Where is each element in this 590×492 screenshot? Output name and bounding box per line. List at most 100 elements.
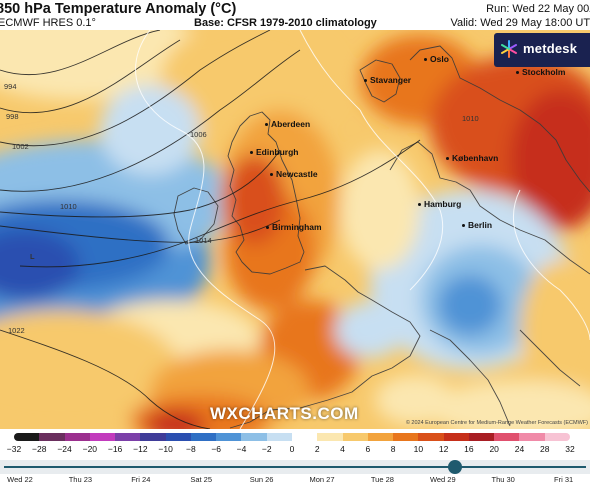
color-scale-segment	[14, 433, 40, 441]
timeline-day-label[interactable]: Thu 30	[491, 475, 515, 484]
timeline-day-label[interactable]: Wed 22	[7, 475, 33, 484]
color-scale-tick-label: −12	[133, 444, 148, 454]
isobar-label: 998	[6, 112, 19, 121]
city-label: Stockholm	[516, 67, 565, 77]
city-dot-icon	[250, 151, 253, 155]
color-scale-segment	[39, 433, 66, 441]
city-dot-icon	[364, 79, 367, 83]
color-scale-tick-label: −4	[236, 444, 247, 454]
color-scale-tick-label: −20	[82, 444, 98, 454]
color-scale-tick-label: −24	[57, 444, 72, 454]
color-scale-tick-label: 0	[289, 444, 295, 454]
city-label: Aberdeen	[265, 119, 310, 129]
base-label: Base: CFSR 1979-2010 climatology	[194, 17, 377, 29]
timeline-day-label[interactable]: Tue 28	[370, 475, 394, 484]
color-scale-segment	[216, 433, 243, 441]
color-scale-segment	[494, 433, 521, 441]
model-label: ECMWF HRES 0.1°	[0, 17, 96, 29]
valid-label: Valid: Wed 29 May 18:00 UTC	[450, 17, 590, 29]
isobar-label: 994	[4, 82, 17, 91]
color-scale-tick-label: −16	[107, 444, 123, 454]
run-label: Run: Wed 22 May 00Z	[486, 3, 590, 15]
isobar-label: 1010	[462, 114, 479, 123]
color-scale-segment	[317, 433, 344, 441]
color-scale-tick-label: 8	[390, 444, 396, 454]
color-scale-tick-label: −8	[186, 444, 196, 454]
city-dot-icon	[270, 173, 273, 177]
color-scale-segment	[140, 433, 167, 441]
anomaly-map[interactable]: 994 998 1002 1006 1010 1010 1014 1022 L …	[0, 30, 590, 429]
city-label: København	[446, 153, 498, 163]
timeline-track[interactable]	[4, 466, 586, 468]
timeline-day-label[interactable]: Fri 24	[131, 475, 151, 484]
color-scale-segment	[367, 433, 394, 441]
color-scale-segment	[190, 433, 217, 441]
timeline-day-label[interactable]: Wed 29	[429, 475, 456, 484]
color-scale-tick-label: 10	[413, 444, 424, 454]
color-scale-segment	[292, 433, 318, 441]
color-scale-segment	[544, 433, 570, 441]
color-scale-segment	[443, 433, 470, 441]
color-scale-tick-label: 6	[365, 444, 371, 454]
city-label: Newcastle	[270, 169, 318, 179]
color-scale-tick-label: 28	[539, 444, 550, 454]
timeline-day-label[interactable]: Fri 31	[554, 475, 574, 484]
color-scale-tick-label: −2	[261, 444, 272, 454]
city-dot-icon	[266, 226, 269, 230]
watermark: WXCHARTS.COM	[210, 404, 359, 423]
color-scale-segment	[393, 433, 419, 441]
city-dot-icon	[462, 224, 465, 228]
city-label: Hamburg	[418, 199, 461, 209]
low-pressure-marker: L	[30, 252, 35, 261]
isobar-label: 1006	[190, 130, 207, 139]
timeline-day-label[interactable]: Mon 27	[309, 475, 335, 484]
timeline-day-label[interactable]: Sun 26	[249, 475, 274, 484]
city-dot-icon	[418, 203, 421, 207]
city-dot-icon	[446, 157, 449, 161]
isobar-label: 1002	[12, 142, 29, 151]
city-label: Edinburgh	[250, 147, 299, 157]
metdesk-logo: metdesk	[494, 33, 590, 67]
color-scale-tick-label: −32	[6, 444, 22, 454]
isobar-label: 1014	[195, 236, 212, 245]
timeline-handle[interactable]	[448, 460, 462, 474]
color-scale-tick-label: 32	[565, 444, 575, 454]
color-scale-segment	[89, 433, 116, 441]
color-scale-segment	[418, 433, 445, 441]
isobar-label: 1022	[8, 326, 25, 335]
color-scale-segment	[64, 433, 91, 441]
copyright-notice: © 2024 European Centre for Medium-Range …	[405, 420, 588, 426]
color-scale-tick-label: 4	[340, 444, 345, 454]
timeline-day-label[interactable]: Sat 25	[190, 475, 213, 484]
timeline-slider[interactable]	[0, 460, 590, 474]
color-scale-segment	[468, 433, 495, 441]
color-scale-tick-label: −10	[158, 444, 173, 454]
map-canvas	[0, 30, 590, 429]
metdesk-wordmark: metdesk	[523, 41, 578, 56]
isobar-label: 1010	[60, 202, 77, 211]
color-scale-segment	[165, 433, 192, 441]
color-scale-tick-label: 16	[464, 444, 474, 454]
header: 850 hPa Temperature Anomaly (°C) ECMWF H…	[0, 0, 590, 30]
metdesk-burst-icon	[501, 40, 517, 58]
color-scale-bar	[14, 433, 570, 441]
city-label: Berlin	[462, 220, 492, 230]
color-scale-segment	[115, 433, 141, 441]
city-dot-icon	[265, 123, 268, 127]
color-scale-ticks: −32 −28 −24 −20 −16 −12 −10 −8 −6 −4 −2 0 2 4 6 8 10 12 16…	[7, 444, 575, 456]
color-scale-tick-label: −6	[211, 444, 222, 454]
timeline-day-label[interactable]: Thu 23	[68, 475, 93, 484]
city-label: Oslo	[424, 54, 449, 64]
color-scale-segment	[241, 433, 268, 441]
color-scale-tick-label: 2	[314, 444, 320, 454]
map-title: 850 hPa Temperature Anomaly (°C)	[0, 1, 237, 17]
color-scale-segment	[266, 433, 293, 441]
color-scale-tick-label: 20	[489, 444, 499, 454]
color-scale-segment	[519, 433, 546, 441]
color-scale-tick-label: 12	[438, 444, 449, 454]
legend-panel: −32 −28 −24 −20 −16 −12 −10 −8 −6 −4 −2 0 2 4 6 8 10 12 16…	[0, 429, 590, 492]
timeline-days: Wed 22 Thu 23 Fri 24 Sat 25 Sun 26 Mon 27 Tue …	[0, 475, 590, 489]
color-scale-tick-label: −28	[32, 444, 47, 454]
city-label: Birmingham	[266, 222, 322, 232]
city-label: Stavanger	[364, 75, 411, 85]
